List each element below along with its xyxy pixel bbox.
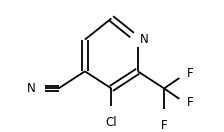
Text: F: F bbox=[161, 119, 168, 132]
Text: N: N bbox=[140, 33, 149, 46]
Text: N: N bbox=[27, 82, 36, 95]
Text: F: F bbox=[187, 67, 194, 80]
Text: F: F bbox=[187, 96, 194, 109]
Text: Cl: Cl bbox=[106, 116, 117, 129]
